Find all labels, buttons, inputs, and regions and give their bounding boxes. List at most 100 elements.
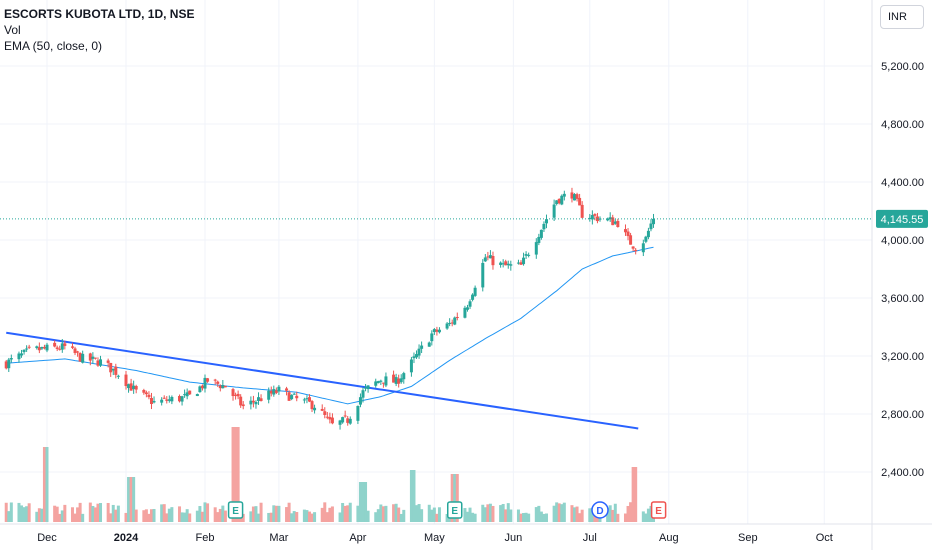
candle-body [412, 356, 416, 359]
volume-bar [504, 509, 508, 522]
volume-bar [274, 505, 278, 522]
candle-body [17, 353, 21, 360]
y-tick-label: 4,800.00 [881, 119, 924, 131]
volume-bar [241, 513, 245, 522]
candle-body [35, 346, 39, 349]
symbol-title[interactable]: ESCORTS KUBOTA LTD, 1D, NSE [4, 7, 195, 21]
candle-body [223, 385, 227, 388]
volume-bar [346, 505, 350, 522]
volume-bar [27, 503, 31, 522]
volume-bar [641, 511, 645, 522]
candle-body [348, 418, 352, 424]
candle-body [483, 257, 487, 262]
candle-body [501, 263, 505, 265]
candle-body [330, 417, 334, 424]
x-tick-label: 2024 [114, 532, 139, 544]
volume-bar [557, 503, 561, 522]
volume-bar [516, 509, 520, 522]
volume-bar [623, 513, 627, 522]
volume-bar [195, 510, 199, 522]
volume-bar [223, 510, 227, 522]
volume-bar [106, 502, 110, 522]
candle-body [641, 243, 645, 253]
volume-bar [78, 502, 82, 522]
candle-body [60, 343, 64, 350]
candle-body [516, 262, 520, 264]
last-price-badge [876, 209, 928, 228]
candle-body [409, 359, 413, 373]
candle-body [346, 418, 350, 423]
volume-bar [399, 513, 403, 522]
volume-bar [613, 503, 617, 522]
volume-bar [455, 474, 459, 522]
volume-bar [287, 502, 291, 522]
candle-body [450, 322, 454, 324]
ema-line [6, 246, 654, 405]
volume-bar [646, 508, 650, 522]
volume-bar [96, 503, 100, 522]
candle-body [608, 217, 612, 220]
volume-bar [183, 512, 187, 522]
volume-bar [81, 513, 85, 522]
volume-bar [185, 509, 189, 522]
volume-bar [292, 511, 296, 522]
candle-body [471, 294, 475, 300]
volume-bar [149, 509, 153, 522]
volume-bar [53, 505, 57, 522]
volume-bar [221, 505, 225, 522]
volume-bar [305, 510, 309, 522]
volume-bar [397, 507, 401, 522]
volume-bar [40, 508, 44, 522]
volume-bar [570, 505, 574, 522]
ema-indicator-label[interactable]: EMA (50, close, 0) [4, 39, 103, 53]
candle-body [415, 354, 419, 358]
volume-bar [573, 507, 577, 522]
candle-body [221, 385, 225, 389]
candle-body [251, 400, 255, 403]
volume-bar [200, 511, 204, 522]
candle-body [468, 301, 472, 307]
volume-bar [236, 427, 240, 522]
candle-body [53, 342, 57, 347]
event-marker-label: E [232, 506, 239, 517]
candle-body [328, 417, 332, 420]
candle-body [402, 373, 406, 380]
volume-bar [88, 502, 92, 522]
volume-bar [488, 503, 492, 522]
volume-bar [348, 502, 352, 522]
volume-bar [203, 502, 207, 522]
volume-bar [527, 513, 531, 522]
volume-bar [167, 508, 171, 522]
volume-bar [343, 505, 347, 522]
volume-bar [307, 511, 311, 522]
volume-bar [160, 504, 164, 522]
volume-bar [644, 513, 648, 522]
volume-bar [251, 506, 255, 522]
volume-bar [129, 477, 133, 522]
volume-bar [608, 505, 612, 522]
candle-body [374, 381, 378, 386]
volume-bar [629, 502, 633, 522]
candle-body [213, 379, 217, 381]
candle-body [269, 390, 273, 394]
volume-bar [491, 505, 495, 522]
candle-body [307, 397, 311, 402]
candle-body [152, 401, 156, 403]
volume-indicator-label[interactable]: Vol [4, 23, 21, 37]
volume-bar [445, 513, 449, 522]
volume-bar [234, 427, 238, 522]
candle-body [129, 383, 133, 391]
candle-body [506, 263, 510, 266]
currency-button[interactable]: INR [880, 5, 924, 29]
volume-bar [22, 507, 26, 522]
x-tick-label: Oct [816, 532, 833, 544]
candle-body [73, 348, 77, 354]
candle-body [216, 381, 220, 384]
candle-body [652, 218, 656, 225]
candle-body [20, 353, 24, 356]
candle-body [381, 382, 385, 384]
volume-bar [379, 504, 383, 522]
volume-bar [73, 513, 77, 522]
